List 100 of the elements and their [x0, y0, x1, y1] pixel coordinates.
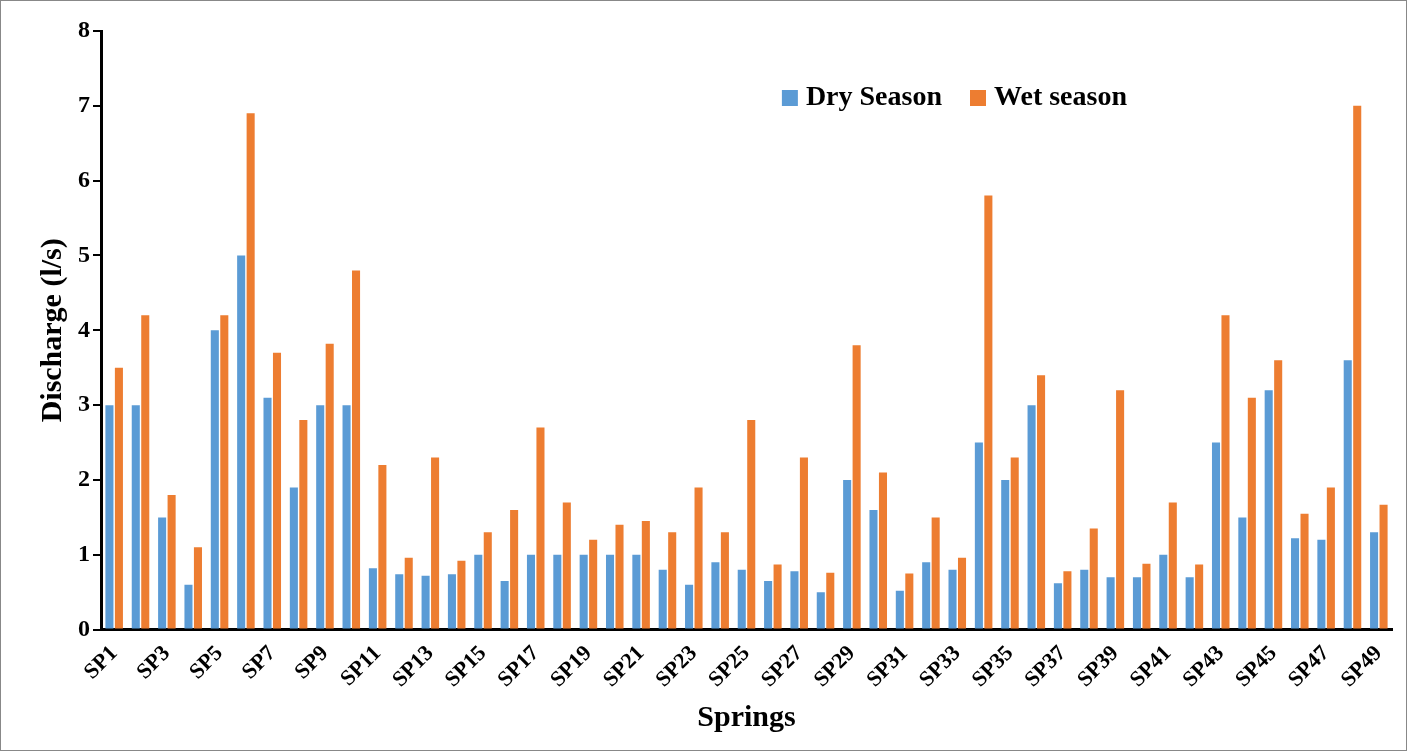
y-tick-label: 5 — [78, 240, 90, 267]
bar — [1132, 577, 1141, 629]
bar — [720, 532, 729, 629]
y-tick-label: 2 — [78, 465, 90, 492]
bar — [325, 343, 334, 629]
bar — [1053, 583, 1062, 629]
bar — [1326, 487, 1335, 629]
y-tick-label: 3 — [78, 390, 90, 417]
bar — [685, 584, 694, 629]
bar — [922, 562, 931, 629]
bar — [1370, 532, 1379, 629]
bar — [711, 562, 720, 629]
bar — [764, 580, 773, 629]
legend-label: Wet season — [994, 80, 1128, 112]
bar — [263, 397, 272, 629]
bar — [790, 571, 799, 629]
bar — [895, 590, 904, 629]
x-axis-title: Springs — [697, 698, 796, 732]
bar — [500, 580, 509, 629]
bar — [141, 315, 150, 629]
bar — [799, 457, 808, 629]
bar — [114, 367, 123, 629]
bar — [1221, 315, 1230, 629]
bar — [447, 574, 456, 629]
bar — [316, 405, 325, 629]
bar — [289, 487, 298, 629]
bar — [843, 479, 852, 629]
bar — [421, 575, 430, 629]
bar — [974, 442, 983, 629]
bar — [474, 554, 483, 629]
y-tick-label: 1 — [78, 540, 90, 566]
legend-label: Dry Season — [805, 80, 943, 112]
bar — [579, 554, 588, 629]
x-tick-label: SP9 — [288, 639, 333, 684]
bar — [1291, 538, 1300, 629]
bar — [378, 465, 387, 629]
x-tick-label: SP3 — [130, 639, 175, 684]
bar — [562, 502, 571, 629]
bar — [1238, 517, 1247, 629]
bar — [193, 547, 202, 629]
y-tick-label: 0 — [78, 614, 90, 641]
bar — [658, 569, 667, 629]
bar — [299, 420, 308, 629]
bar — [1247, 397, 1256, 629]
bar — [737, 569, 746, 629]
x-tick-label: SP1 — [78, 639, 122, 684]
bar — [632, 554, 641, 629]
y-axis-title: Discharge (l/s) — [33, 238, 68, 423]
bar — [220, 315, 229, 629]
y-tick-label: 4 — [78, 315, 90, 342]
bar — [1379, 504, 1388, 629]
bar — [1300, 513, 1309, 629]
bar — [457, 560, 466, 629]
bar — [1089, 528, 1098, 629]
bar — [869, 509, 878, 629]
bar — [1106, 577, 1115, 629]
bar — [1274, 360, 1283, 629]
x-tick-label: SP7 — [236, 639, 280, 684]
bar — [878, 472, 888, 629]
bar — [1142, 563, 1151, 629]
bar — [1317, 539, 1326, 629]
bar — [131, 405, 140, 629]
y-tick-label: 6 — [78, 165, 90, 192]
bar — [826, 572, 835, 629]
bar — [395, 574, 404, 629]
bar — [931, 517, 940, 629]
bar — [984, 195, 993, 629]
bar — [957, 557, 967, 629]
bar — [1001, 479, 1010, 629]
bar — [483, 532, 492, 629]
bar — [816, 592, 825, 629]
bar — [1343, 360, 1352, 629]
bar — [272, 352, 282, 629]
bar — [694, 487, 703, 629]
bar — [1063, 571, 1072, 629]
bar — [1211, 442, 1221, 629]
bar — [1185, 577, 1194, 629]
bar — [1027, 405, 1036, 629]
bar — [1353, 105, 1362, 629]
bar — [510, 509, 519, 629]
bar — [184, 584, 193, 629]
bar — [237, 255, 246, 629]
bar — [615, 524, 624, 629]
bar — [342, 405, 351, 629]
bar — [905, 573, 914, 629]
x-tick-label: SP5 — [183, 639, 228, 684]
bar — [553, 554, 562, 629]
bar — [404, 557, 413, 629]
bar — [352, 270, 361, 629]
bar — [431, 457, 440, 629]
bar — [948, 569, 957, 629]
bar — [167, 494, 176, 629]
y-tick-label: 7 — [78, 91, 90, 118]
bar — [589, 539, 598, 629]
bar — [668, 532, 677, 629]
bar — [158, 517, 167, 629]
bar — [1116, 390, 1125, 629]
bar — [1080, 569, 1089, 629]
bar — [747, 420, 756, 629]
bar — [1195, 564, 1204, 629]
